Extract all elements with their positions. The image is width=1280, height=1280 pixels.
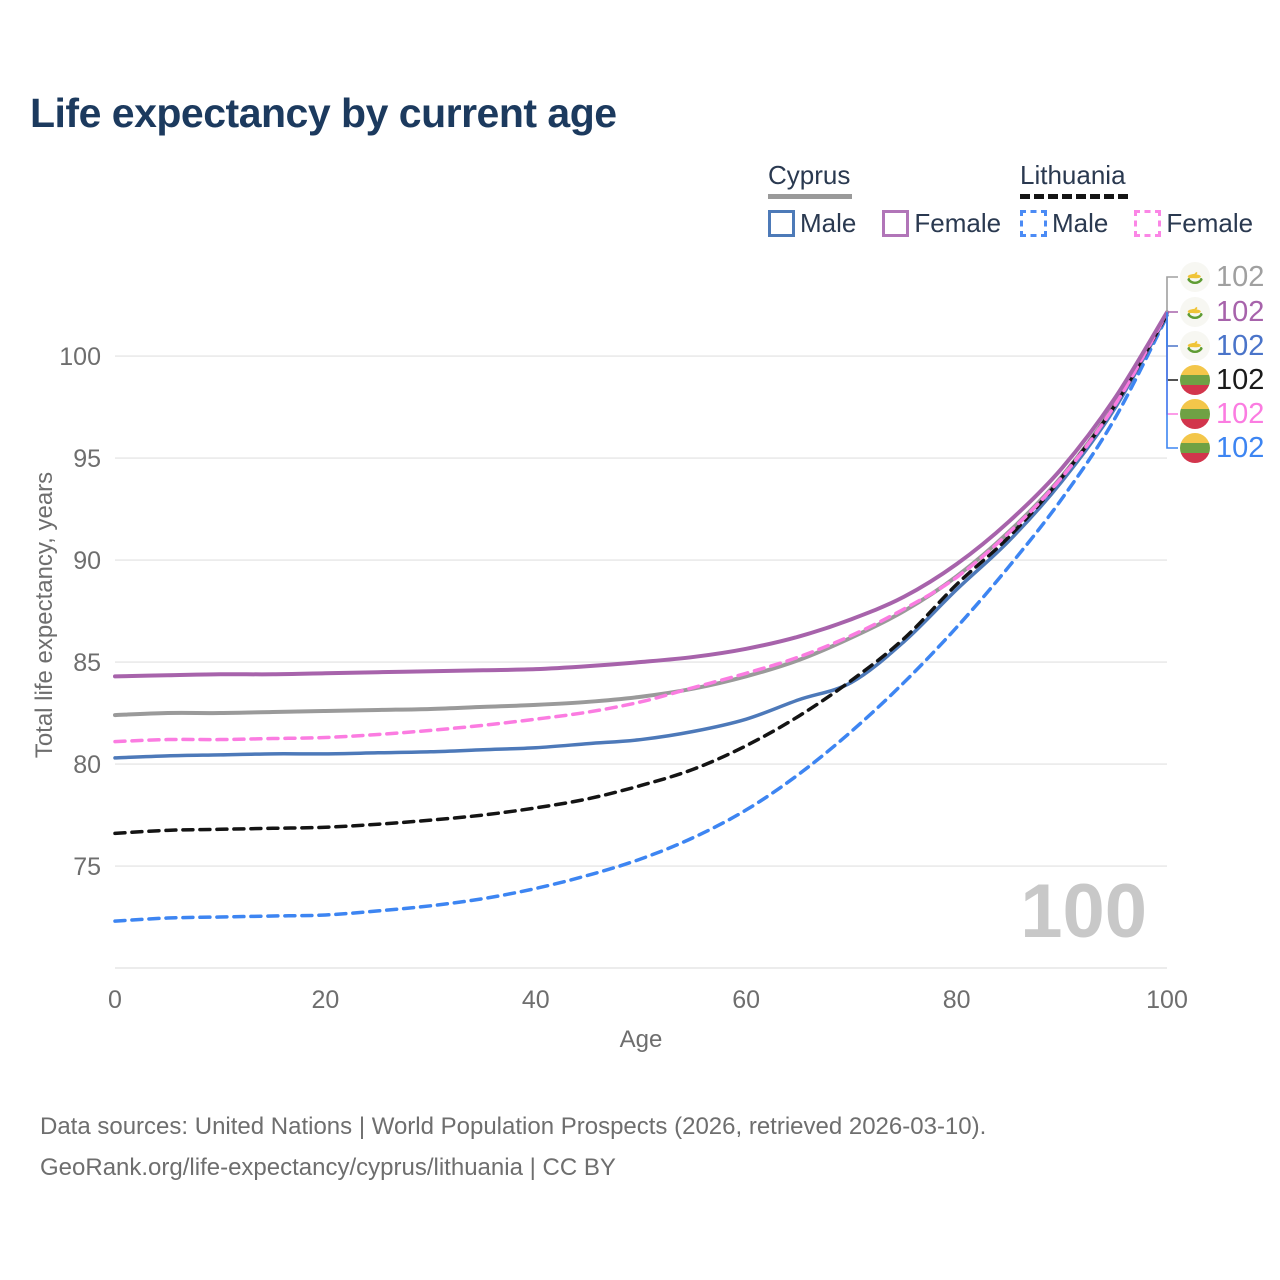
series-line-cyprus-total[interactable] bbox=[113, 311, 1169, 718]
end-label-cyprus-male: 102 bbox=[1180, 331, 1264, 361]
end-label-value: 102 bbox=[1216, 398, 1265, 430]
legend-item-lithuania-male[interactable]: Male bbox=[1020, 208, 1108, 239]
end-label-cyprus-total: 102 bbox=[1180, 262, 1264, 292]
end-label-value: 102 bbox=[1216, 432, 1265, 464]
x-tick-60: 60 bbox=[732, 986, 760, 1014]
end-label-connector bbox=[1166, 276, 1178, 313]
cyprus-flag-icon bbox=[1180, 331, 1210, 361]
series-line-cyprus-female[interactable] bbox=[113, 310, 1169, 679]
series-line-lithuania-male[interactable] bbox=[113, 314, 1169, 923]
legend-item-cyprus-male[interactable]: Male bbox=[768, 208, 856, 239]
y-axis-title: Total life expectancy, years bbox=[31, 471, 58, 759]
lithuania-flag-icon bbox=[1180, 433, 1210, 463]
legend-label-lithuania-male: Male bbox=[1052, 208, 1109, 238]
series-line-lithuania-total[interactable] bbox=[113, 312, 1169, 836]
x-tick-100: 100 bbox=[1146, 986, 1188, 1014]
x-axis-title: Age bbox=[619, 1026, 663, 1053]
y-tick-90: 90 bbox=[73, 547, 101, 575]
lithuania-flag-icon bbox=[1180, 365, 1210, 395]
x-tick-80: 80 bbox=[943, 986, 971, 1014]
page-title: Life expectancy by current age bbox=[30, 90, 617, 136]
end-label-lithuania-total: 102 bbox=[1180, 365, 1264, 395]
legend-line-swatch-lithuania bbox=[1020, 194, 1128, 199]
legend-label-lithuania-female: Female bbox=[1166, 208, 1254, 238]
end-label-lithuania-female: 102 bbox=[1180, 399, 1264, 429]
end-label-value: 102 bbox=[1216, 330, 1265, 362]
series-line-lithuania-female[interactable] bbox=[113, 311, 1169, 744]
end-label-cyprus-female: 102 bbox=[1180, 297, 1264, 327]
legend-line-swatch-cyprus bbox=[768, 194, 852, 199]
y-tick-95: 95 bbox=[73, 445, 101, 473]
cyprus-flag-icon bbox=[1180, 262, 1210, 292]
end-label-value: 102 bbox=[1216, 364, 1265, 396]
series-line-cyprus-male[interactable] bbox=[113, 313, 1169, 760]
legend-label-cyprus-female: Female bbox=[914, 208, 1002, 238]
footer-sources: Data sources: United Nations | World Pop… bbox=[40, 1113, 987, 1140]
end-label-connector bbox=[1166, 312, 1178, 449]
end-label-connector bbox=[1166, 312, 1178, 347]
cyprus-flag-icon bbox=[1180, 297, 1210, 327]
legend-group-lithuania: Lithuania Male Female bbox=[1020, 160, 1279, 239]
y-tick-80: 80 bbox=[73, 751, 101, 779]
legend-label-cyprus-male: Male bbox=[800, 208, 857, 238]
footer-attribution: GeoRank.org/life-expectancy/cyprus/lithu… bbox=[40, 1154, 616, 1181]
y-tick-100: 100 bbox=[59, 343, 101, 371]
footer: Data sources: United Nations | World Pop… bbox=[40, 1106, 986, 1188]
x-tick-40: 40 bbox=[522, 986, 550, 1014]
legend-item-cyprus-female[interactable]: Female bbox=[882, 208, 1001, 239]
legend-country-cyprus[interactable]: Cyprus bbox=[768, 160, 851, 190]
end-label-value: 102 bbox=[1216, 296, 1265, 328]
legend-box-cyprus-female[interactable] bbox=[882, 210, 910, 237]
x-tick-0: 0 bbox=[108, 986, 122, 1014]
legend-country-lithuania[interactable]: Lithuania bbox=[1020, 160, 1126, 190]
lithuania-flag-icon bbox=[1180, 399, 1210, 429]
end-label-connector bbox=[1166, 312, 1178, 415]
end-label-value: 102 bbox=[1216, 261, 1265, 293]
legend-box-cyprus-male[interactable] bbox=[768, 210, 795, 237]
age-watermark: 100 bbox=[1020, 869, 1147, 954]
y-tick-85: 85 bbox=[73, 649, 101, 677]
legend-box-lithuania-female[interactable] bbox=[1134, 210, 1162, 237]
legend-box-lithuania-male[interactable] bbox=[1020, 210, 1047, 237]
legend-item-lithuania-female[interactable]: Female bbox=[1134, 208, 1253, 239]
legend-group-cyprus: Cyprus Male Female bbox=[768, 160, 1027, 239]
y-tick-75: 75 bbox=[73, 853, 101, 881]
x-tick-20: 20 bbox=[311, 986, 339, 1014]
end-label-lithuania-male: 102 bbox=[1180, 433, 1264, 463]
